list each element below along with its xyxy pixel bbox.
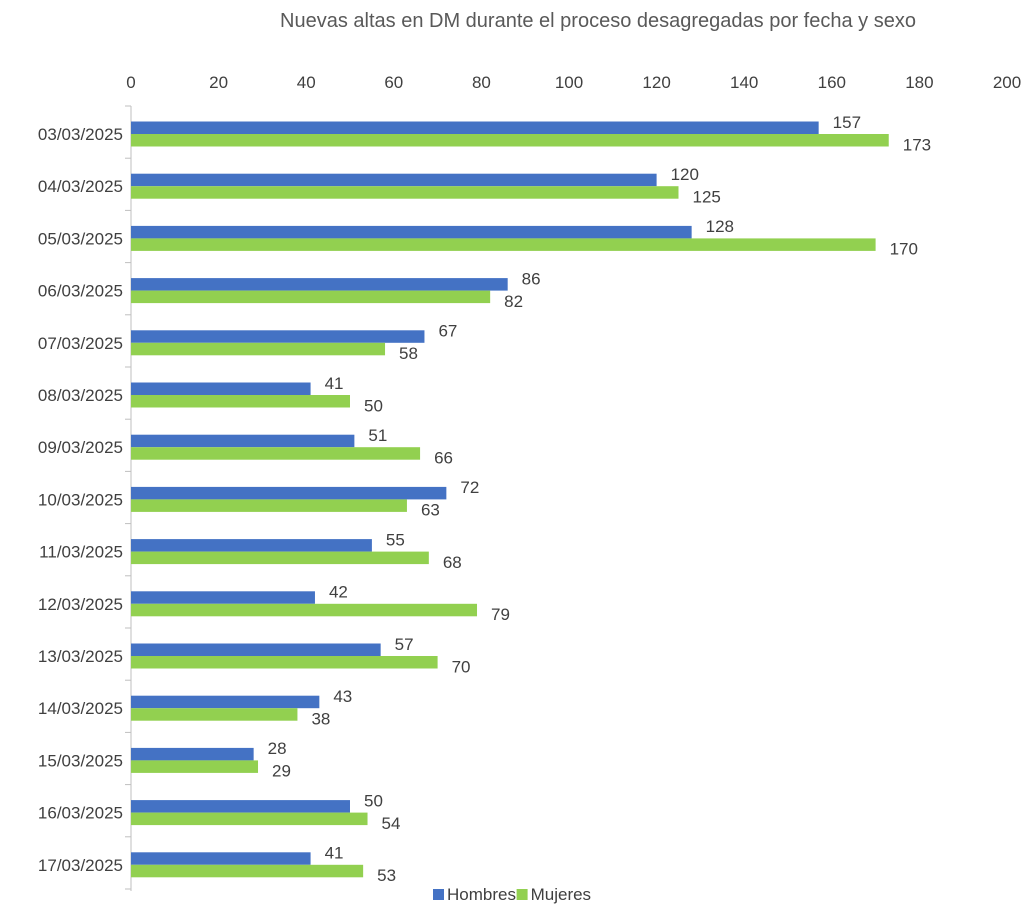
y-tick-label-07-03-2025: 07/03/2025 — [38, 334, 123, 353]
bar-mujeres-14-03-2025 — [131, 708, 298, 721]
y-tick-label-15-03-2025: 15/03/2025 — [38, 751, 123, 770]
y-tick-label-03-03-2025: 03/03/2025 — [38, 125, 123, 144]
bar-hombres-16-03-2025 — [131, 800, 350, 813]
x-tick-label-100: 100 — [555, 73, 583, 92]
y-tick-label-10-03-2025: 10/03/2025 — [38, 490, 123, 509]
bar-mujeres-10-03-2025 — [131, 499, 407, 512]
legend-swatch-mujeres — [516, 889, 528, 900]
data-label-mujeres-10-03-2025: 63 — [421, 501, 440, 520]
bar-hombres-10-03-2025 — [131, 486, 447, 500]
data-label-mujeres-04-03-2025: 125 — [693, 187, 721, 206]
bar-mujeres-12-03-2025 — [131, 603, 478, 617]
bar-hombres-14-03-2025 — [131, 695, 320, 709]
bars — [131, 121, 889, 878]
bar-hombres-17-03-2025 — [131, 852, 311, 865]
data-labels: 157 120 128 86 67 41 51 72 55 42 57 43 28 50 41 173 125 1… — [268, 113, 931, 885]
x-axis: 0 20 40 60 80 100 120 140 160 180 200 — [126, 73, 1021, 92]
x-tick-label-200: 200 — [993, 73, 1021, 92]
data-label-mujeres-05-03-2025: 170 — [890, 240, 918, 259]
legend-label-hombres: Hombres — [447, 885, 516, 904]
data-label-mujeres-15-03-2025: 29 — [272, 762, 291, 781]
y-tick-label-16-03-2025: 16/03/2025 — [38, 804, 123, 823]
bar-hombres-11-03-2025 — [131, 539, 372, 552]
data-label-mujeres-07-03-2025: 58 — [399, 344, 418, 363]
x-tick-label-60: 60 — [384, 73, 403, 92]
data-label-hombres-04-03-2025: 120 — [671, 165, 699, 184]
data-label-hombres-10-03-2025: 72 — [460, 478, 479, 497]
x-tick-label-40: 40 — [297, 73, 316, 92]
data-label-hombres-14-03-2025: 43 — [333, 687, 352, 706]
bar-mujeres-04-03-2025 — [131, 186, 679, 199]
bar-hombres-08-03-2025 — [131, 382, 311, 395]
y-tick-label-06-03-2025: 06/03/2025 — [38, 282, 123, 301]
data-label-hombres-08-03-2025: 41 — [325, 374, 344, 393]
data-label-mujeres-16-03-2025: 54 — [382, 814, 401, 833]
y-tick-label-14-03-2025: 14/03/2025 — [38, 699, 123, 718]
bar-mujeres-06-03-2025 — [131, 290, 491, 304]
bar-hombres-05-03-2025 — [131, 225, 692, 239]
data-label-mujeres-14-03-2025: 38 — [311, 709, 330, 728]
bar-hombres-13-03-2025 — [131, 643, 381, 656]
y-tick-label-04-03-2025: 04/03/2025 — [38, 177, 123, 196]
legend-label-mujeres: Mujeres — [531, 885, 591, 904]
data-label-hombres-07-03-2025: 67 — [438, 322, 457, 341]
data-label-hombres-12-03-2025: 42 — [329, 583, 348, 602]
y-axis: 03/03/2025 04/03/2025 05/03/2025 06/03/2025… — [38, 105, 132, 891]
bar-mujeres-13-03-2025 — [131, 656, 438, 669]
bar-mujeres-11-03-2025 — [131, 551, 429, 565]
x-tick-label-80: 80 — [472, 73, 491, 92]
bar-hombres-15-03-2025 — [131, 747, 254, 761]
bar-mujeres-08-03-2025 — [131, 395, 350, 408]
data-label-mujeres-08-03-2025: 50 — [364, 396, 383, 415]
data-label-mujeres-11-03-2025: 68 — [443, 553, 462, 572]
bar-mujeres-15-03-2025 — [131, 760, 259, 773]
y-tick-label-13-03-2025: 13/03/2025 — [38, 647, 123, 666]
bar-hombres-12-03-2025 — [131, 591, 315, 604]
bar-hombres-06-03-2025 — [131, 278, 508, 291]
x-tick-label-20: 20 — [209, 73, 228, 92]
bar-mujeres-03-03-2025 — [131, 134, 889, 147]
data-label-mujeres-12-03-2025: 79 — [491, 605, 510, 624]
data-label-mujeres-13-03-2025: 70 — [452, 657, 471, 676]
data-label-hombres-05-03-2025: 128 — [706, 217, 734, 236]
bar-hombres-04-03-2025 — [131, 173, 657, 187]
bar-mujeres-07-03-2025 — [131, 342, 386, 356]
x-tick-label-180: 180 — [905, 73, 933, 92]
data-label-hombres-09-03-2025: 51 — [368, 426, 387, 445]
data-label-mujeres-06-03-2025: 82 — [504, 292, 523, 311]
x-tick-label-120: 120 — [642, 73, 670, 92]
y-tick-label-17-03-2025: 17/03/2025 — [38, 856, 123, 875]
x-tick-label-0: 0 — [126, 73, 135, 92]
bar-hombres-07-03-2025 — [131, 330, 425, 343]
data-label-mujeres-09-03-2025: 66 — [434, 448, 453, 467]
bar-hombres-03-03-2025 — [131, 121, 819, 134]
data-label-hombres-06-03-2025: 86 — [522, 269, 541, 288]
x-tick-label-140: 140 — [730, 73, 758, 92]
data-label-mujeres-17-03-2025: 53 — [377, 866, 396, 885]
legend-swatch-hombres — [433, 889, 444, 900]
data-label-hombres-15-03-2025: 28 — [268, 739, 287, 758]
bar-mujeres-09-03-2025 — [131, 447, 421, 460]
data-label-hombres-17-03-2025: 41 — [325, 844, 344, 863]
y-tick-label-12-03-2025: 12/03/2025 — [38, 595, 123, 614]
y-tick-label-11-03-2025: 11/03/2025 — [39, 543, 123, 562]
y-tick-label-08-03-2025: 08/03/2025 — [38, 386, 123, 405]
bar-mujeres-17-03-2025 — [131, 864, 364, 878]
bar-mujeres-05-03-2025 — [131, 238, 876, 251]
data-label-mujeres-03-03-2025: 173 — [903, 135, 931, 154]
legend: Hombres Mujeres — [433, 885, 591, 904]
data-label-hombres-11-03-2025: 55 — [386, 530, 405, 549]
bar-hombres-09-03-2025 — [131, 434, 355, 448]
chart-title: Nuevas altas en DM durante el proceso de… — [280, 10, 916, 32]
data-label-hombres-03-03-2025: 157 — [833, 113, 861, 132]
data-label-hombres-13-03-2025: 57 — [395, 635, 414, 654]
data-label-hombres-16-03-2025: 50 — [364, 791, 383, 810]
y-tick-label-09-03-2025: 09/03/2025 — [38, 438, 123, 457]
bar-mujeres-16-03-2025 — [131, 812, 368, 826]
y-tick-label-05-03-2025: 05/03/2025 — [38, 229, 123, 248]
x-tick-label-160: 160 — [818, 73, 846, 92]
